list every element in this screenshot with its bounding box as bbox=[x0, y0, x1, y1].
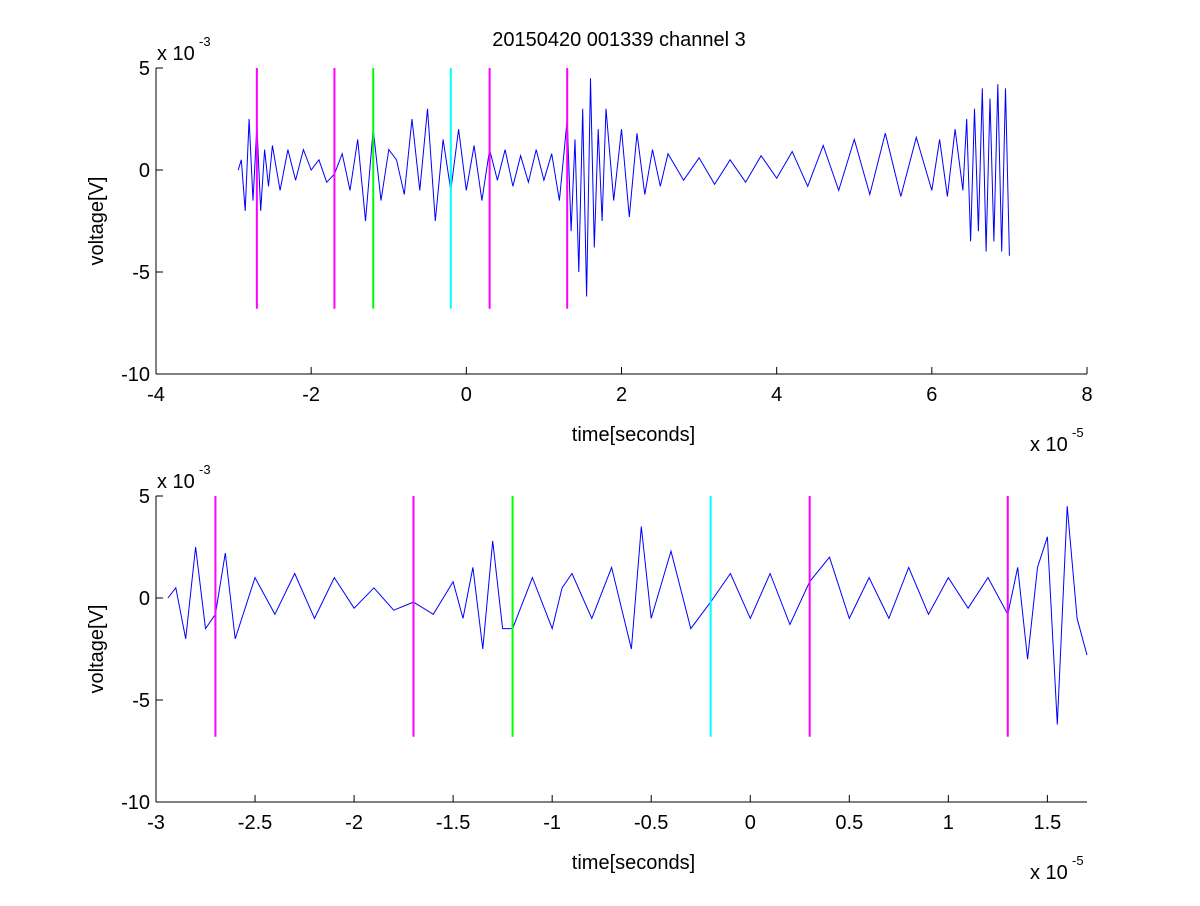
x-tick-label: -1 bbox=[543, 812, 561, 834]
x-tick-label: 2 bbox=[616, 384, 627, 406]
x-exponent-value: -5 bbox=[1072, 425, 1084, 440]
x-tick-label: -4 bbox=[147, 384, 165, 406]
y-tick-label: 5 bbox=[139, 58, 150, 80]
x-exponent-value: -5 bbox=[1072, 853, 1084, 868]
y-axis-label: voltage[V] bbox=[86, 177, 108, 266]
y-tick-label: -5 bbox=[132, 262, 150, 284]
x-tick-label: 8 bbox=[1081, 384, 1092, 406]
x-tick-label: -1.5 bbox=[436, 812, 470, 834]
y-exponent-value: -3 bbox=[199, 34, 211, 49]
x-axis-label: time[seconds] bbox=[572, 424, 695, 446]
bottom-subplot: -3 -2.5 -2 -1.5 -1 -0.5 0 0.5 1 1.5 -10 -5 0 5 time[se… bbox=[86, 462, 1088, 884]
figure-title: 20150420 001339 channel 3 bbox=[492, 29, 746, 51]
top-subplot: -4 -2 0 2 4 6 8 -10 -5 0 5 time[seconds] voltage[V] x… bbox=[86, 34, 1093, 456]
x-exponent-label: x 10 bbox=[1030, 862, 1068, 884]
y-tick-label: 0 bbox=[139, 160, 150, 182]
y-tick-label: -5 bbox=[132, 690, 150, 712]
x-tick-label: 1 bbox=[943, 812, 954, 834]
y-tick-label: 0 bbox=[139, 588, 150, 610]
x-exponent-label: x 10 bbox=[1030, 434, 1068, 456]
y-axis-label: voltage[V] bbox=[86, 605, 108, 694]
signal-trace bbox=[237, 78, 1010, 297]
x-tick-label: 4 bbox=[771, 384, 782, 406]
x-tick-label: -3 bbox=[147, 812, 165, 834]
x-tick-label: 1.5 bbox=[1033, 812, 1061, 834]
x-tick-label: 0 bbox=[461, 384, 472, 406]
x-tick-label: 0 bbox=[745, 812, 756, 834]
y-exponent-label: x 10 bbox=[157, 43, 195, 65]
y-exponent-value: -3 bbox=[199, 462, 211, 477]
y-tick-label: -10 bbox=[121, 792, 150, 814]
signal-trace bbox=[167, 506, 1088, 725]
y-exponent-label: x 10 bbox=[157, 471, 195, 493]
y-tick-label: 5 bbox=[139, 486, 150, 508]
x-tick-label: -2 bbox=[302, 384, 320, 406]
x-axis-label: time[seconds] bbox=[572, 852, 695, 874]
x-tick-label: 0.5 bbox=[835, 812, 863, 834]
x-tick-label: -2.5 bbox=[238, 812, 272, 834]
x-tick-label: -0.5 bbox=[634, 812, 668, 834]
x-tick-label: 6 bbox=[926, 384, 937, 406]
x-tick-label: -2 bbox=[345, 812, 363, 834]
y-tick-label: -10 bbox=[121, 364, 150, 386]
